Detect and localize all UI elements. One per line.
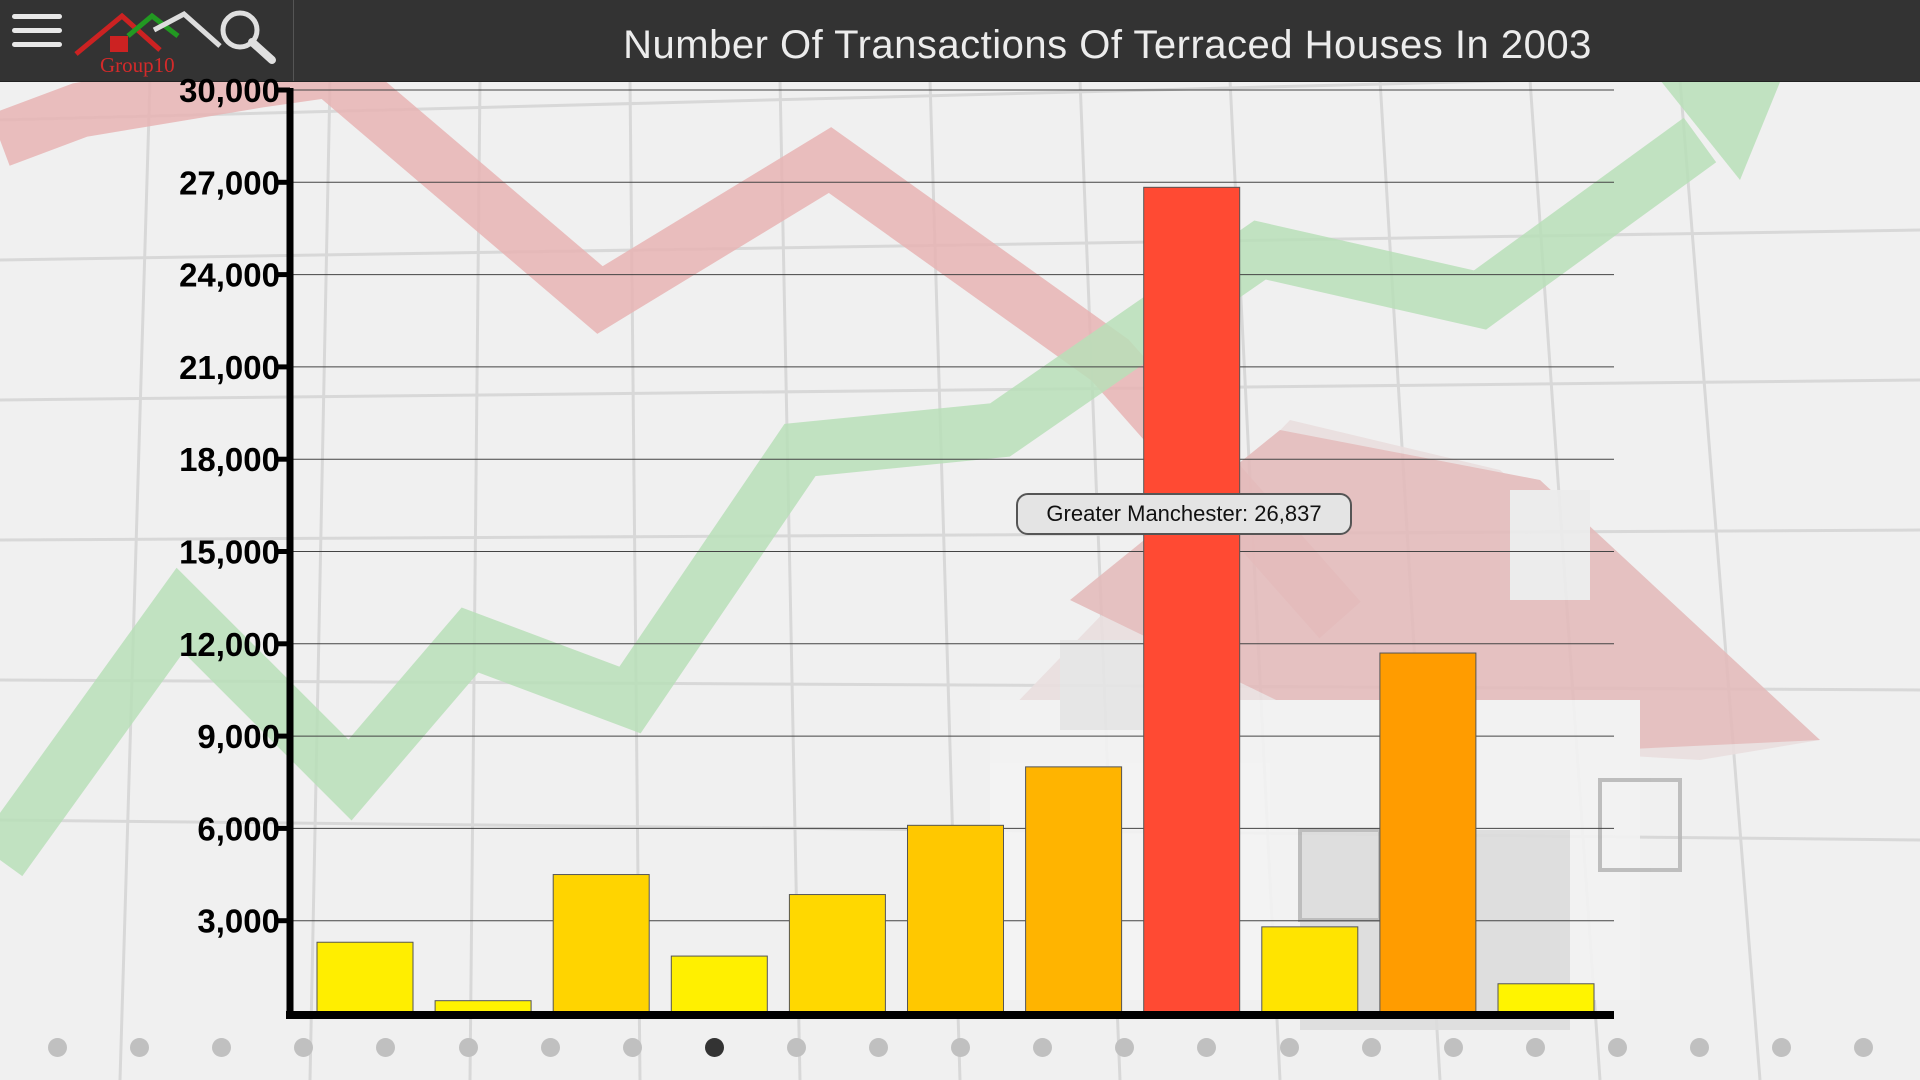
page-dot[interactable]: [212, 1038, 232, 1057]
page-dot[interactable]: [1033, 1038, 1053, 1057]
y-tick-label: 6,000: [197, 810, 280, 847]
y-tick-label: 27,000: [179, 164, 280, 201]
page-dot[interactable]: [1279, 1038, 1299, 1057]
topbar-divider: [293, 0, 294, 81]
page-dot[interactable]: [1607, 1038, 1627, 1057]
bar[interactable]: [1261, 926, 1359, 1014]
y-axis-ticks: 3,000 6,000 9,000 12,000 15,000 18,000 21,000 2…: [179, 72, 290, 940]
bar[interactable]: [316, 941, 414, 1014]
page-dot[interactable]: [294, 1038, 314, 1057]
page-dot[interactable]: [376, 1038, 396, 1057]
page-dot[interactable]: [1772, 1038, 1792, 1057]
hamburger-menu-icon[interactable]: [12, 14, 64, 54]
page-dot[interactable]: [1690, 1038, 1709, 1057]
page-dot[interactable]: [540, 1038, 560, 1057]
background-red-trend-arrow: [0, 41, 1361, 639]
y-tick-label: 30,000: [179, 72, 280, 109]
bar[interactable]: [552, 874, 650, 1014]
page-dot[interactable]: [951, 1038, 971, 1057]
y-tick-label: 3,000: [197, 903, 280, 940]
bars: [316, 186, 1595, 1014]
page-dot[interactable]: [1854, 1038, 1874, 1057]
bar[interactable]: [1379, 652, 1477, 1014]
logo-text: Group10: [100, 53, 175, 77]
y-tick-label: 21,000: [179, 349, 280, 386]
page-dot[interactable]: [622, 1038, 642, 1057]
page-dot[interactable]: [786, 1038, 806, 1057]
page-indicator: [0, 1036, 1920, 1060]
page-dot[interactable]: [1361, 1038, 1381, 1057]
bar[interactable]: [1497, 983, 1595, 1014]
bar[interactable]: [1025, 766, 1123, 1014]
page-dot[interactable]: [458, 1038, 478, 1057]
bar[interactable]: [670, 955, 768, 1014]
page-dot[interactable]: [704, 1038, 724, 1057]
y-tick-label: 12,000: [179, 626, 280, 663]
page-dot[interactable]: [1525, 1038, 1545, 1057]
bar-tooltip: Greater Manchester: 26,837: [1016, 493, 1352, 535]
chart-title: Number Of Transactions Of Terraced House…: [623, 23, 1592, 67]
top-bar: Group10 Number Of Transactions Of Terrac…: [0, 0, 1920, 82]
gridlines: [290, 89, 1614, 922]
page-dot[interactable]: [869, 1038, 888, 1057]
bar[interactable]: [907, 824, 1004, 1014]
page-dot[interactable]: [1443, 1038, 1463, 1057]
y-tick-label: 24,000: [179, 257, 280, 294]
page-dot[interactable]: [48, 1038, 67, 1057]
page-dot[interactable]: [130, 1038, 150, 1057]
page-dot[interactable]: [1115, 1038, 1135, 1057]
bar[interactable]: [788, 894, 886, 1014]
y-tick-label: 18,000: [179, 441, 280, 478]
bar[interactable]: [1143, 186, 1241, 1014]
house-roofs-logo-icon[interactable]: [72, 6, 232, 78]
magnifier-search-icon[interactable]: [214, 8, 280, 64]
page-dot[interactable]: [1197, 1038, 1217, 1057]
y-tick-label: 9,000: [197, 718, 280, 755]
y-tick-label: 15,000: [179, 534, 280, 571]
